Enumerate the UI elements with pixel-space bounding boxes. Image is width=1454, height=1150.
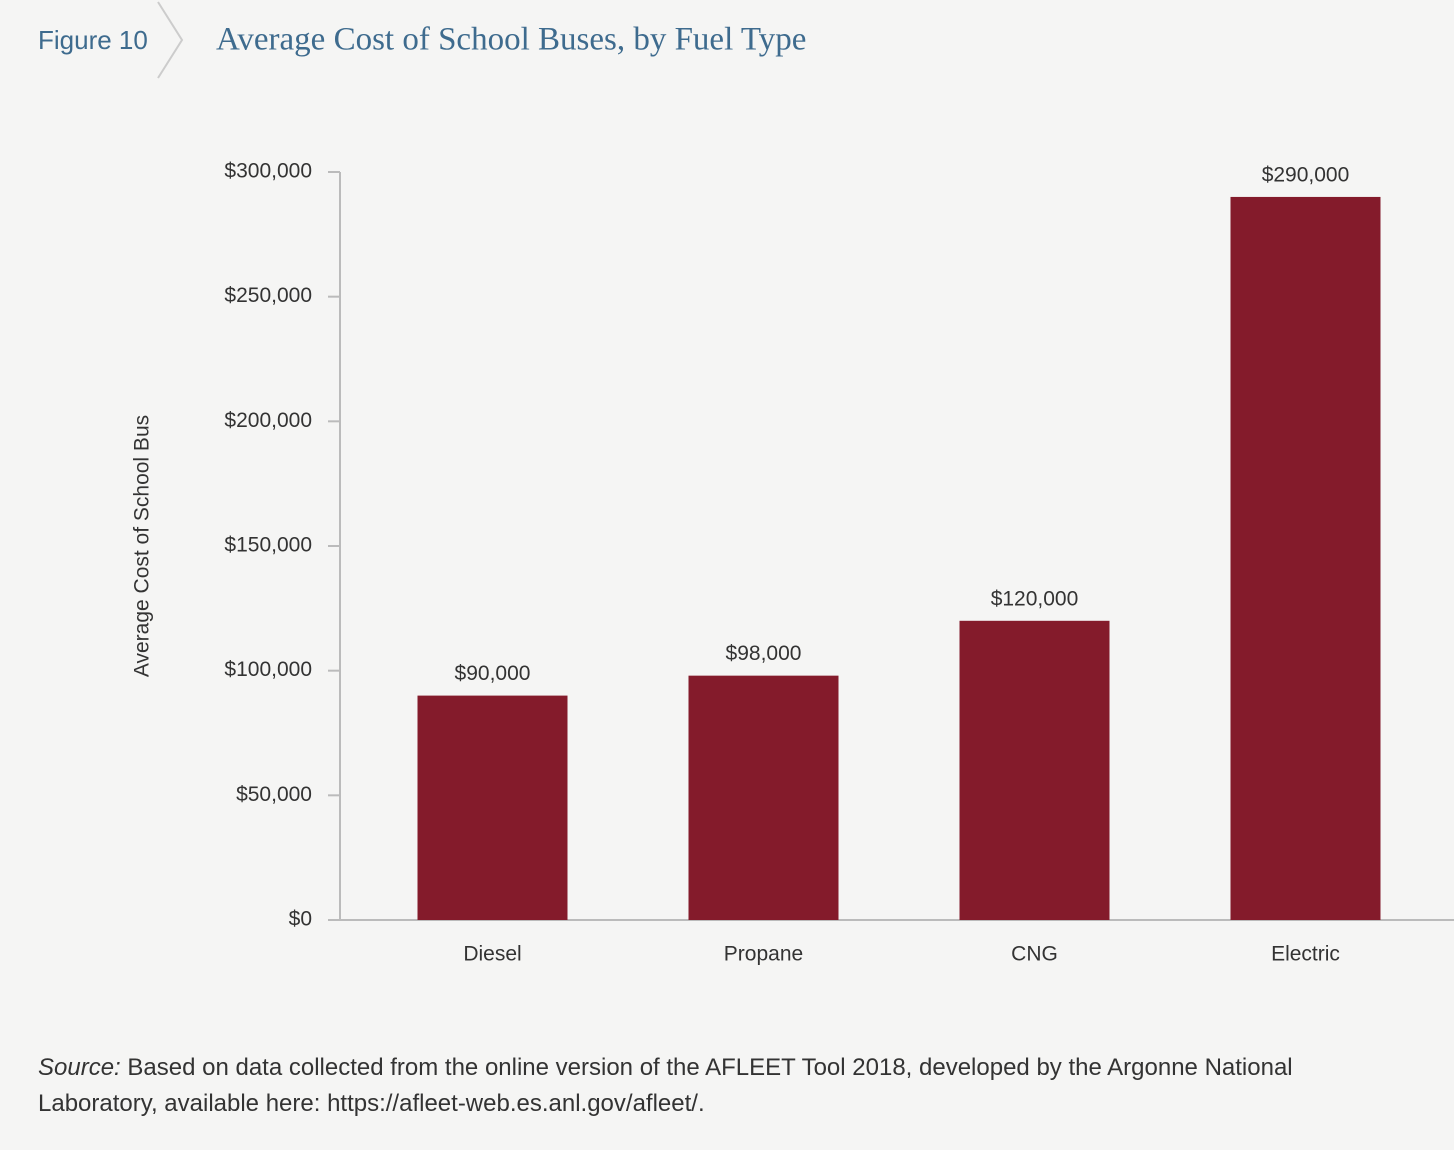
x-tick-label: CNG [1011, 943, 1058, 966]
bar [417, 695, 568, 920]
y-tick-label: $150,000 [224, 534, 312, 557]
bar [688, 675, 839, 920]
value-label: $90,000 [455, 662, 531, 685]
y-tick-label: $200,000 [224, 409, 312, 432]
figure-label: Figure 10 [38, 25, 148, 55]
y-tick-label: $100,000 [224, 658, 312, 681]
source-text: Based on data collected from the online … [38, 1054, 1293, 1117]
chevron [157, 1, 184, 79]
y-tick-label: $50,000 [236, 783, 312, 806]
value-label: $120,000 [991, 587, 1079, 610]
value-label: $98,000 [726, 642, 802, 665]
x-tick-label: Electric [1271, 943, 1340, 966]
source-note: Source: Based on data collected from the… [38, 1050, 1418, 1122]
y-axis-label: Average Cost of School Bus [131, 415, 154, 677]
chart-title: Average Cost of School Buses, by Fuel Ty… [216, 22, 806, 58]
bar [1230, 196, 1381, 920]
chart: Figure 10 Average Cost of School Buses, … [38, 1, 1454, 966]
x-tick-label: Diesel [463, 943, 521, 966]
y-tick-label: $0 [289, 908, 312, 931]
x-tick-label: Propane [724, 943, 803, 966]
y-tick-label: $250,000 [224, 284, 312, 307]
y-tick-label: $300,000 [224, 160, 312, 183]
source-label: Source: [38, 1054, 121, 1081]
bar [959, 620, 1110, 920]
value-label: $290,000 [1262, 163, 1350, 186]
